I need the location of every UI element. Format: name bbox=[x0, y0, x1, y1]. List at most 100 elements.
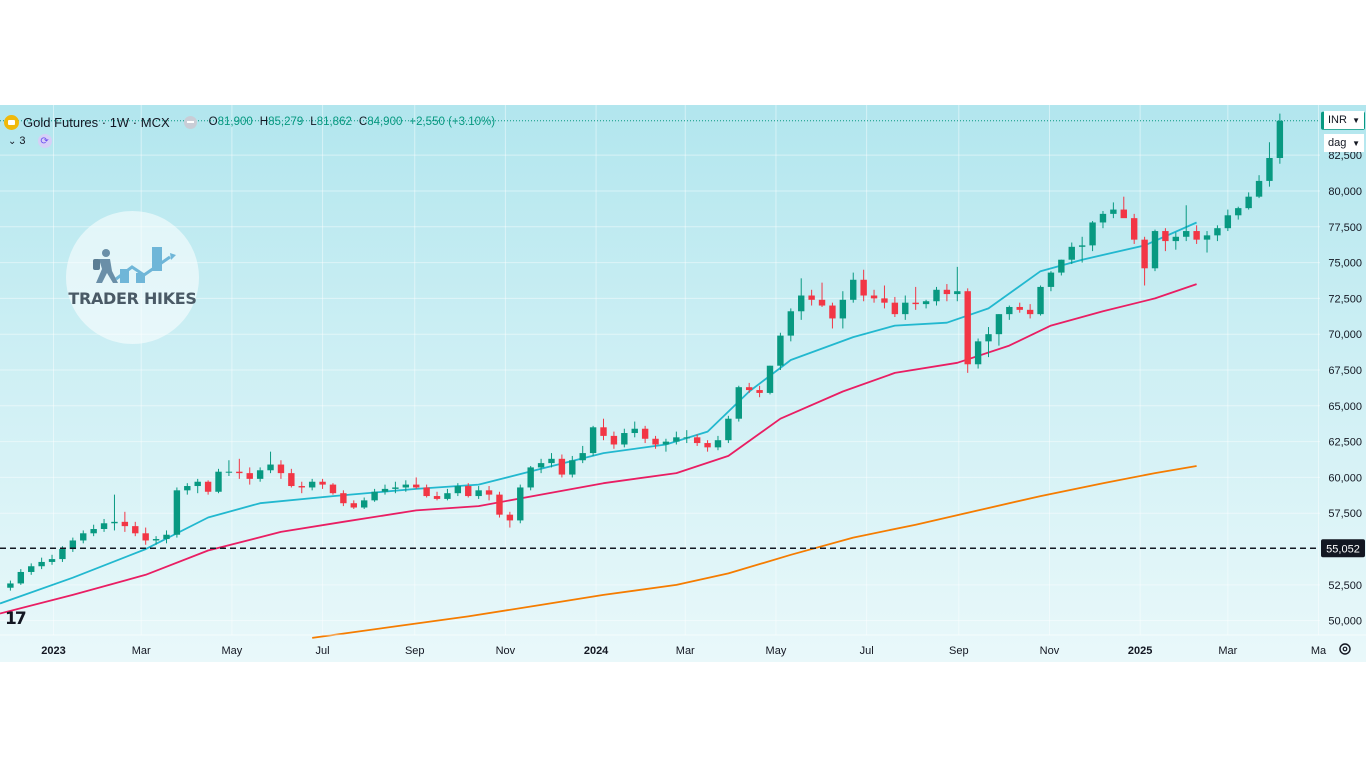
candle-body bbox=[766, 365, 774, 393]
candle-body bbox=[652, 438, 659, 445]
candle-body bbox=[517, 487, 524, 521]
candle-body bbox=[870, 295, 878, 299]
candle bbox=[798, 278, 805, 320]
candle bbox=[121, 511, 129, 532]
unit-select[interactable]: dag ▼ bbox=[1324, 134, 1364, 152]
candle-body bbox=[881, 298, 888, 303]
time-tick-label: May bbox=[222, 645, 243, 657]
candle-body bbox=[17, 571, 25, 584]
candle-body bbox=[132, 526, 139, 534]
candle-body bbox=[329, 484, 337, 494]
candle-body bbox=[933, 289, 940, 302]
candle bbox=[839, 291, 847, 329]
candle-body bbox=[912, 302, 919, 305]
chart-frame[interactable]: 55,05284,900 82,50080,00077,50075,00072,… bbox=[0, 105, 1366, 662]
candle-body bbox=[683, 437, 690, 439]
candle-body bbox=[350, 503, 357, 508]
candle-body bbox=[850, 279, 857, 300]
candle bbox=[1006, 305, 1013, 320]
time-tick-label: May bbox=[766, 645, 787, 657]
candle-body bbox=[215, 471, 222, 492]
candle-body bbox=[1026, 309, 1034, 315]
candle-body bbox=[943, 289, 951, 295]
candle bbox=[766, 365, 774, 395]
candle bbox=[777, 332, 784, 370]
candle-body bbox=[1068, 246, 1075, 260]
price-tick-label: 82,500 bbox=[1328, 150, 1362, 162]
candle bbox=[891, 296, 899, 317]
unit-value: dag bbox=[1328, 137, 1347, 149]
candle bbox=[1078, 236, 1086, 263]
candle-body bbox=[319, 481, 326, 485]
time-tick-label: 2025 bbox=[1128, 645, 1152, 657]
candle bbox=[360, 497, 368, 509]
series-line-2 bbox=[0, 283, 1197, 615]
candle-body bbox=[454, 486, 462, 494]
candle bbox=[1068, 242, 1075, 264]
grid-lines bbox=[0, 105, 1320, 635]
candle-body bbox=[1037, 286, 1044, 315]
candle bbox=[350, 500, 357, 509]
currency-select[interactable]: INR ▼ bbox=[1324, 111, 1364, 129]
chart-plot[interactable]: 55,05284,900 82,50080,00077,50075,00072,… bbox=[0, 105, 1366, 662]
candle bbox=[1099, 211, 1107, 229]
candle bbox=[974, 338, 982, 369]
candle-body bbox=[798, 295, 805, 312]
candle bbox=[621, 428, 628, 448]
candle-body bbox=[1006, 306, 1013, 315]
price-tick-label: 60,000 bbox=[1328, 472, 1362, 484]
market-closed-icon[interactable] bbox=[183, 115, 197, 129]
chevron-down-icon[interactable]: ⌄ bbox=[8, 135, 17, 147]
candle bbox=[163, 530, 170, 544]
candle bbox=[745, 382, 753, 393]
candle-body bbox=[308, 481, 316, 488]
chevron-down-icon: ▼ bbox=[1352, 138, 1360, 148]
candle-body bbox=[922, 301, 930, 305]
candle bbox=[922, 299, 930, 309]
candle bbox=[631, 421, 638, 438]
candle-body bbox=[974, 341, 982, 365]
candle bbox=[69, 537, 77, 552]
candle bbox=[1193, 225, 1200, 244]
candle-body bbox=[142, 533, 149, 541]
candle-body bbox=[173, 490, 181, 535]
candle-body bbox=[1255, 180, 1263, 197]
sync-icon[interactable]: ⟳ bbox=[37, 134, 52, 148]
candle-body bbox=[621, 433, 628, 445]
settings-gear-icon[interactable] bbox=[1338, 642, 1352, 656]
candle bbox=[641, 425, 649, 444]
indicators-toggle[interactable]: ⌄ 3 ⟳ bbox=[8, 134, 52, 148]
symbol-title[interactable]: Gold Futures · 1W · MCX bbox=[23, 114, 170, 130]
tradingview-logo-icon[interactable]: 17 bbox=[5, 609, 27, 629]
candle bbox=[1162, 228, 1169, 252]
candle-body bbox=[527, 467, 534, 488]
candle-body bbox=[204, 481, 212, 492]
price-tick-label: 57,500 bbox=[1328, 508, 1362, 520]
candle bbox=[506, 511, 514, 528]
candle bbox=[298, 481, 305, 494]
candle-body bbox=[839, 299, 847, 319]
candle bbox=[444, 488, 451, 501]
candle bbox=[132, 521, 139, 537]
candle bbox=[756, 385, 763, 398]
time-tick-label: 2023 bbox=[41, 645, 65, 657]
candle-body bbox=[90, 529, 97, 534]
candle bbox=[1276, 113, 1284, 164]
candle bbox=[1266, 142, 1273, 187]
ohlc-change: +2,550 (+3.10%) bbox=[409, 116, 496, 128]
candle-body bbox=[725, 418, 732, 441]
time-tick-label: Sep bbox=[405, 645, 425, 657]
candle bbox=[673, 431, 680, 445]
price-tick-label: 62,500 bbox=[1328, 437, 1362, 449]
candle-body bbox=[7, 583, 14, 588]
candle-body bbox=[360, 500, 368, 508]
ohlc-close: C84,900 bbox=[358, 116, 403, 128]
hiker-chart-icon bbox=[93, 247, 176, 283]
level-price-badge bbox=[1321, 539, 1365, 558]
candle-body bbox=[1120, 209, 1127, 219]
candle bbox=[735, 385, 742, 422]
candle-body bbox=[808, 295, 815, 300]
candle-body bbox=[1089, 222, 1096, 246]
candle bbox=[1224, 209, 1232, 232]
candle bbox=[413, 477, 420, 489]
